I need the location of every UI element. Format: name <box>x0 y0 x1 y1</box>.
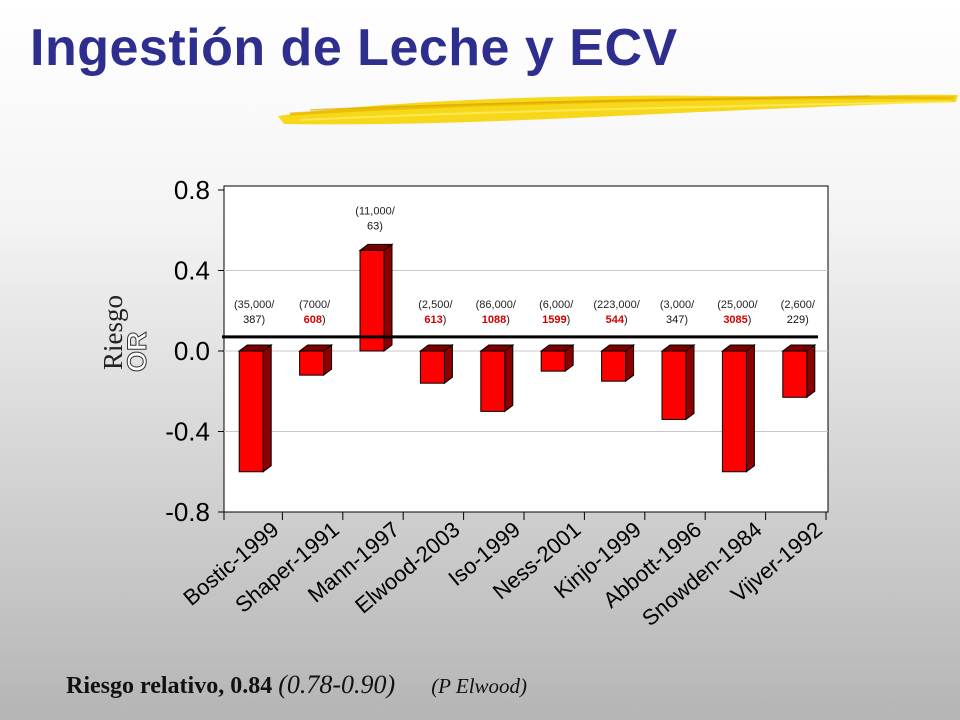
annotation-line1: (11,000/ <box>355 205 395 217</box>
annotation-line2: 608) <box>304 314 326 326</box>
bar-Bostic-1999 <box>237 344 273 473</box>
annotation-line1: (3,000/ <box>660 299 695 311</box>
bar-front <box>299 350 325 376</box>
annotation-count: 1088 <box>482 314 506 326</box>
annotation-line2: 1088) <box>482 314 510 326</box>
annotation-line2: 63) <box>367 220 383 232</box>
annotation-line1: (2,500/ <box>418 299 453 311</box>
bar-front <box>540 350 566 372</box>
annotation-line1: (7000/ <box>299 299 331 311</box>
annotation-line2: 229) <box>787 314 809 326</box>
bar-front <box>601 350 627 382</box>
annotation-close-paren: ) <box>805 314 809 326</box>
annotation-count: 229 <box>787 314 805 326</box>
annotation-count: 387 <box>243 314 261 326</box>
annotation-line1: (25,000/ <box>717 299 758 311</box>
annotation-line1: (223,000/ <box>593 299 640 311</box>
bar-Abbott-1996 <box>660 344 696 421</box>
bar-Elwood-2003 <box>418 344 454 385</box>
bar-Iso-1999 <box>479 344 515 413</box>
annotation-close-paren: ) <box>624 314 628 326</box>
yellow-highlight-stroke <box>278 94 958 125</box>
slide-title: Ingestión de Leche y ECV <box>30 19 678 77</box>
bar-Snowden-1984 <box>720 344 756 473</box>
annotation-line2: 544) <box>606 314 628 326</box>
bar-front <box>782 350 808 398</box>
annotation-count: 3085 <box>723 314 747 326</box>
y-tick-label: 0.4 <box>174 256 210 286</box>
annotation-close-paren: ) <box>748 314 752 326</box>
bar-Shaper-1991 <box>298 344 334 377</box>
bar-Mann-1997 <box>358 243 394 352</box>
bar-side <box>806 344 816 399</box>
bar-front <box>480 350 506 412</box>
annotation-count: 544 <box>606 314 625 326</box>
bar-Vijver-1992 <box>781 344 817 399</box>
relative-risk-value: Riesgo relativo, 0.84 <box>66 673 273 699</box>
y-tick-label: 0.0 <box>174 336 210 366</box>
citation: (P Elwood) <box>431 674 528 698</box>
bar-Ness-2001 <box>539 344 575 373</box>
bar-front <box>661 350 687 420</box>
bar-front <box>419 350 445 384</box>
bar-front <box>359 249 385 352</box>
annotation-close-paren: ) <box>506 314 510 326</box>
confidence-interval: (0.78-0.90) <box>278 670 396 699</box>
annotation-line2: 347) <box>666 314 688 326</box>
bar-side <box>443 344 453 385</box>
annotation-count: 63 <box>367 220 379 232</box>
bar-side <box>745 344 755 473</box>
y-tick-label: -0.4 <box>165 417 210 447</box>
annotation-close-paren: ) <box>684 314 688 326</box>
annotation-count: 347 <box>666 314 684 326</box>
annotation-close-paren: ) <box>379 220 383 232</box>
annotation-count: 1599 <box>542 314 566 326</box>
annotation-line1: (86,000/ <box>476 299 517 311</box>
annotation-line2: 1599) <box>542 314 570 326</box>
bar-front <box>238 350 264 473</box>
annotation-line1: (2,600/ <box>781 299 816 311</box>
footer-note: Riesgo relativo, 0.84 (0.78-0.90) (P Elw… <box>66 670 527 700</box>
annotation-line2: 387) <box>243 314 265 326</box>
y-tick-label: 0.8 <box>174 175 210 205</box>
annotation-line2: 613) <box>424 314 446 326</box>
annotation-count: 613 <box>424 314 442 326</box>
annotation-line2: 3085) <box>723 314 751 326</box>
bar-side <box>504 344 514 413</box>
annotation-close-paren: ) <box>262 314 266 326</box>
annotation-count: 608 <box>304 314 322 326</box>
bar-Kinjo-1999 <box>600 344 636 383</box>
bar-side <box>383 243 393 352</box>
bar-front <box>721 350 747 473</box>
bar-side <box>262 344 272 473</box>
y-axis-label-sans: OR <box>122 332 152 373</box>
annotation-line1: (6,000/ <box>539 299 574 311</box>
annotation-line1: (35,000/ <box>234 299 275 311</box>
annotation-close-paren: ) <box>443 314 447 326</box>
bar-side <box>685 344 695 421</box>
annotation-close-paren: ) <box>567 314 571 326</box>
y-tick-label: -0.8 <box>165 497 210 527</box>
y-axis-label-serif: Riesgo <box>98 295 128 370</box>
annotation-close-paren: ) <box>322 314 326 326</box>
